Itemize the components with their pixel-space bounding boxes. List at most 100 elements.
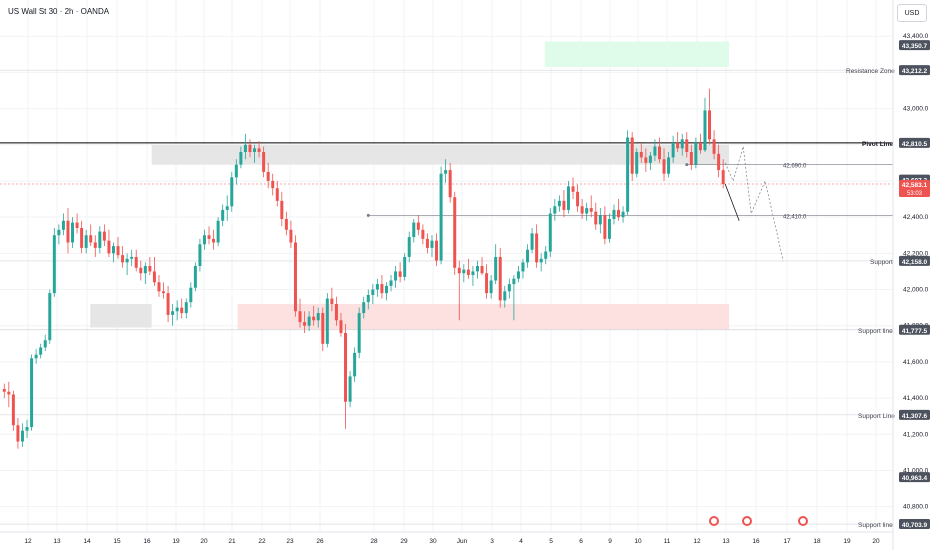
candle-body — [389, 280, 393, 286]
candle-body — [171, 311, 175, 315]
candle-body — [212, 238, 216, 243]
y-tick-label: 41,200.0 — [903, 431, 929, 438]
candle-body — [111, 246, 115, 254]
candle-body — [457, 267, 461, 274]
candle-body — [521, 262, 525, 272]
candle-body — [498, 256, 502, 301]
candle-body — [448, 170, 452, 198]
candle-body — [403, 256, 407, 277]
candle-body — [580, 206, 584, 214]
candle-body — [307, 316, 311, 326]
candle-body — [262, 152, 266, 172]
y-tick-label: 41,400.0 — [903, 395, 929, 402]
candle-body — [598, 215, 602, 225]
y-tick-label: 40,800.0 — [903, 504, 929, 511]
candle-body — [703, 110, 707, 151]
pivot-line-label: Pivot Line — [862, 141, 893, 148]
candle-body — [453, 197, 457, 268]
candle-body — [489, 280, 493, 294]
candle-body — [75, 222, 79, 228]
candle-body — [689, 152, 693, 165]
y-tick-label: 42,400.0 — [903, 214, 929, 221]
candle-body — [512, 278, 516, 285]
candle-body — [694, 142, 698, 165]
level-price-tag-text: 41,777.5 — [902, 328, 928, 335]
level-price-tag — [899, 324, 930, 335]
candle-body — [721, 170, 725, 185]
level-price-tag-text: 40,703.9 — [902, 522, 928, 529]
candle-body — [589, 208, 593, 212]
candle-body — [480, 266, 484, 274]
candle-body — [216, 220, 220, 243]
candle-body — [303, 322, 307, 326]
candle-body — [330, 298, 334, 304]
candle-body — [334, 304, 338, 321]
candle-body — [202, 235, 206, 245]
x-tick-label: 23 — [286, 538, 294, 545]
level-price-tag — [899, 65, 930, 76]
candle-body — [548, 213, 552, 252]
candle-body — [16, 425, 20, 442]
y-tick-label: 41,600.0 — [903, 359, 929, 366]
candle-body — [162, 291, 166, 294]
currency-button[interactable]: USD — [897, 4, 927, 22]
candle-body — [175, 307, 179, 312]
candle-body — [84, 235, 88, 248]
candle-body — [462, 269, 466, 274]
candle-body — [266, 171, 270, 181]
candle-body — [639, 152, 643, 158]
candle-body — [685, 139, 689, 152]
x-tick-label: 16 — [752, 538, 760, 545]
candle-body — [539, 258, 543, 263]
x-tick-label: 6 — [579, 538, 583, 545]
candle-body — [425, 238, 429, 248]
y-tick-label: 41,000.0 — [903, 467, 929, 474]
candle-body — [52, 235, 56, 294]
support-line-label: Support Line — [858, 413, 895, 420]
candle-body — [25, 427, 29, 431]
candle-body — [503, 291, 507, 301]
candle-body — [93, 242, 97, 248]
candle-body — [234, 164, 238, 178]
countdown-text: 53:03 — [907, 191, 923, 197]
candle-body — [421, 229, 425, 239]
candle-body — [585, 208, 589, 214]
candle-body — [657, 146, 661, 160]
event-flag-icon-inner — [711, 518, 717, 524]
candle-body — [698, 142, 702, 151]
candle-body — [712, 139, 716, 154]
candle-body — [271, 180, 275, 189]
candle-body — [325, 298, 329, 344]
zone-support — [237, 304, 730, 330]
candle-body — [80, 228, 84, 248]
candle-body — [644, 157, 648, 163]
x-tick-label: 17 — [783, 538, 791, 545]
candle-body — [312, 316, 316, 321]
candle-body — [671, 142, 675, 158]
x-tick-label: 3 — [490, 538, 494, 545]
level-price-tag-text: 41,307.6 — [902, 413, 928, 420]
candle-body — [34, 354, 38, 359]
candle-body — [612, 209, 616, 219]
candle-body — [485, 273, 489, 294]
candle-body — [544, 251, 548, 259]
x-tick-label: 29 — [400, 538, 408, 545]
candle-body — [507, 284, 511, 292]
candle-body — [530, 233, 534, 250]
candle-body — [207, 235, 211, 239]
candle-body — [576, 191, 580, 207]
candle-body — [535, 233, 539, 263]
candle-body — [566, 186, 570, 210]
candle-body — [134, 256, 138, 268]
candle-body — [157, 282, 161, 292]
candle-body — [717, 153, 721, 171]
candle-body — [257, 148, 261, 152]
x-tick-label: 19 — [843, 538, 851, 545]
candle-body — [293, 242, 297, 312]
ray-label: 42,690.0 — [783, 164, 807, 170]
candle-body — [667, 157, 671, 174]
candle-body — [635, 152, 639, 174]
candle-body — [653, 146, 657, 156]
candle-body — [412, 222, 416, 238]
